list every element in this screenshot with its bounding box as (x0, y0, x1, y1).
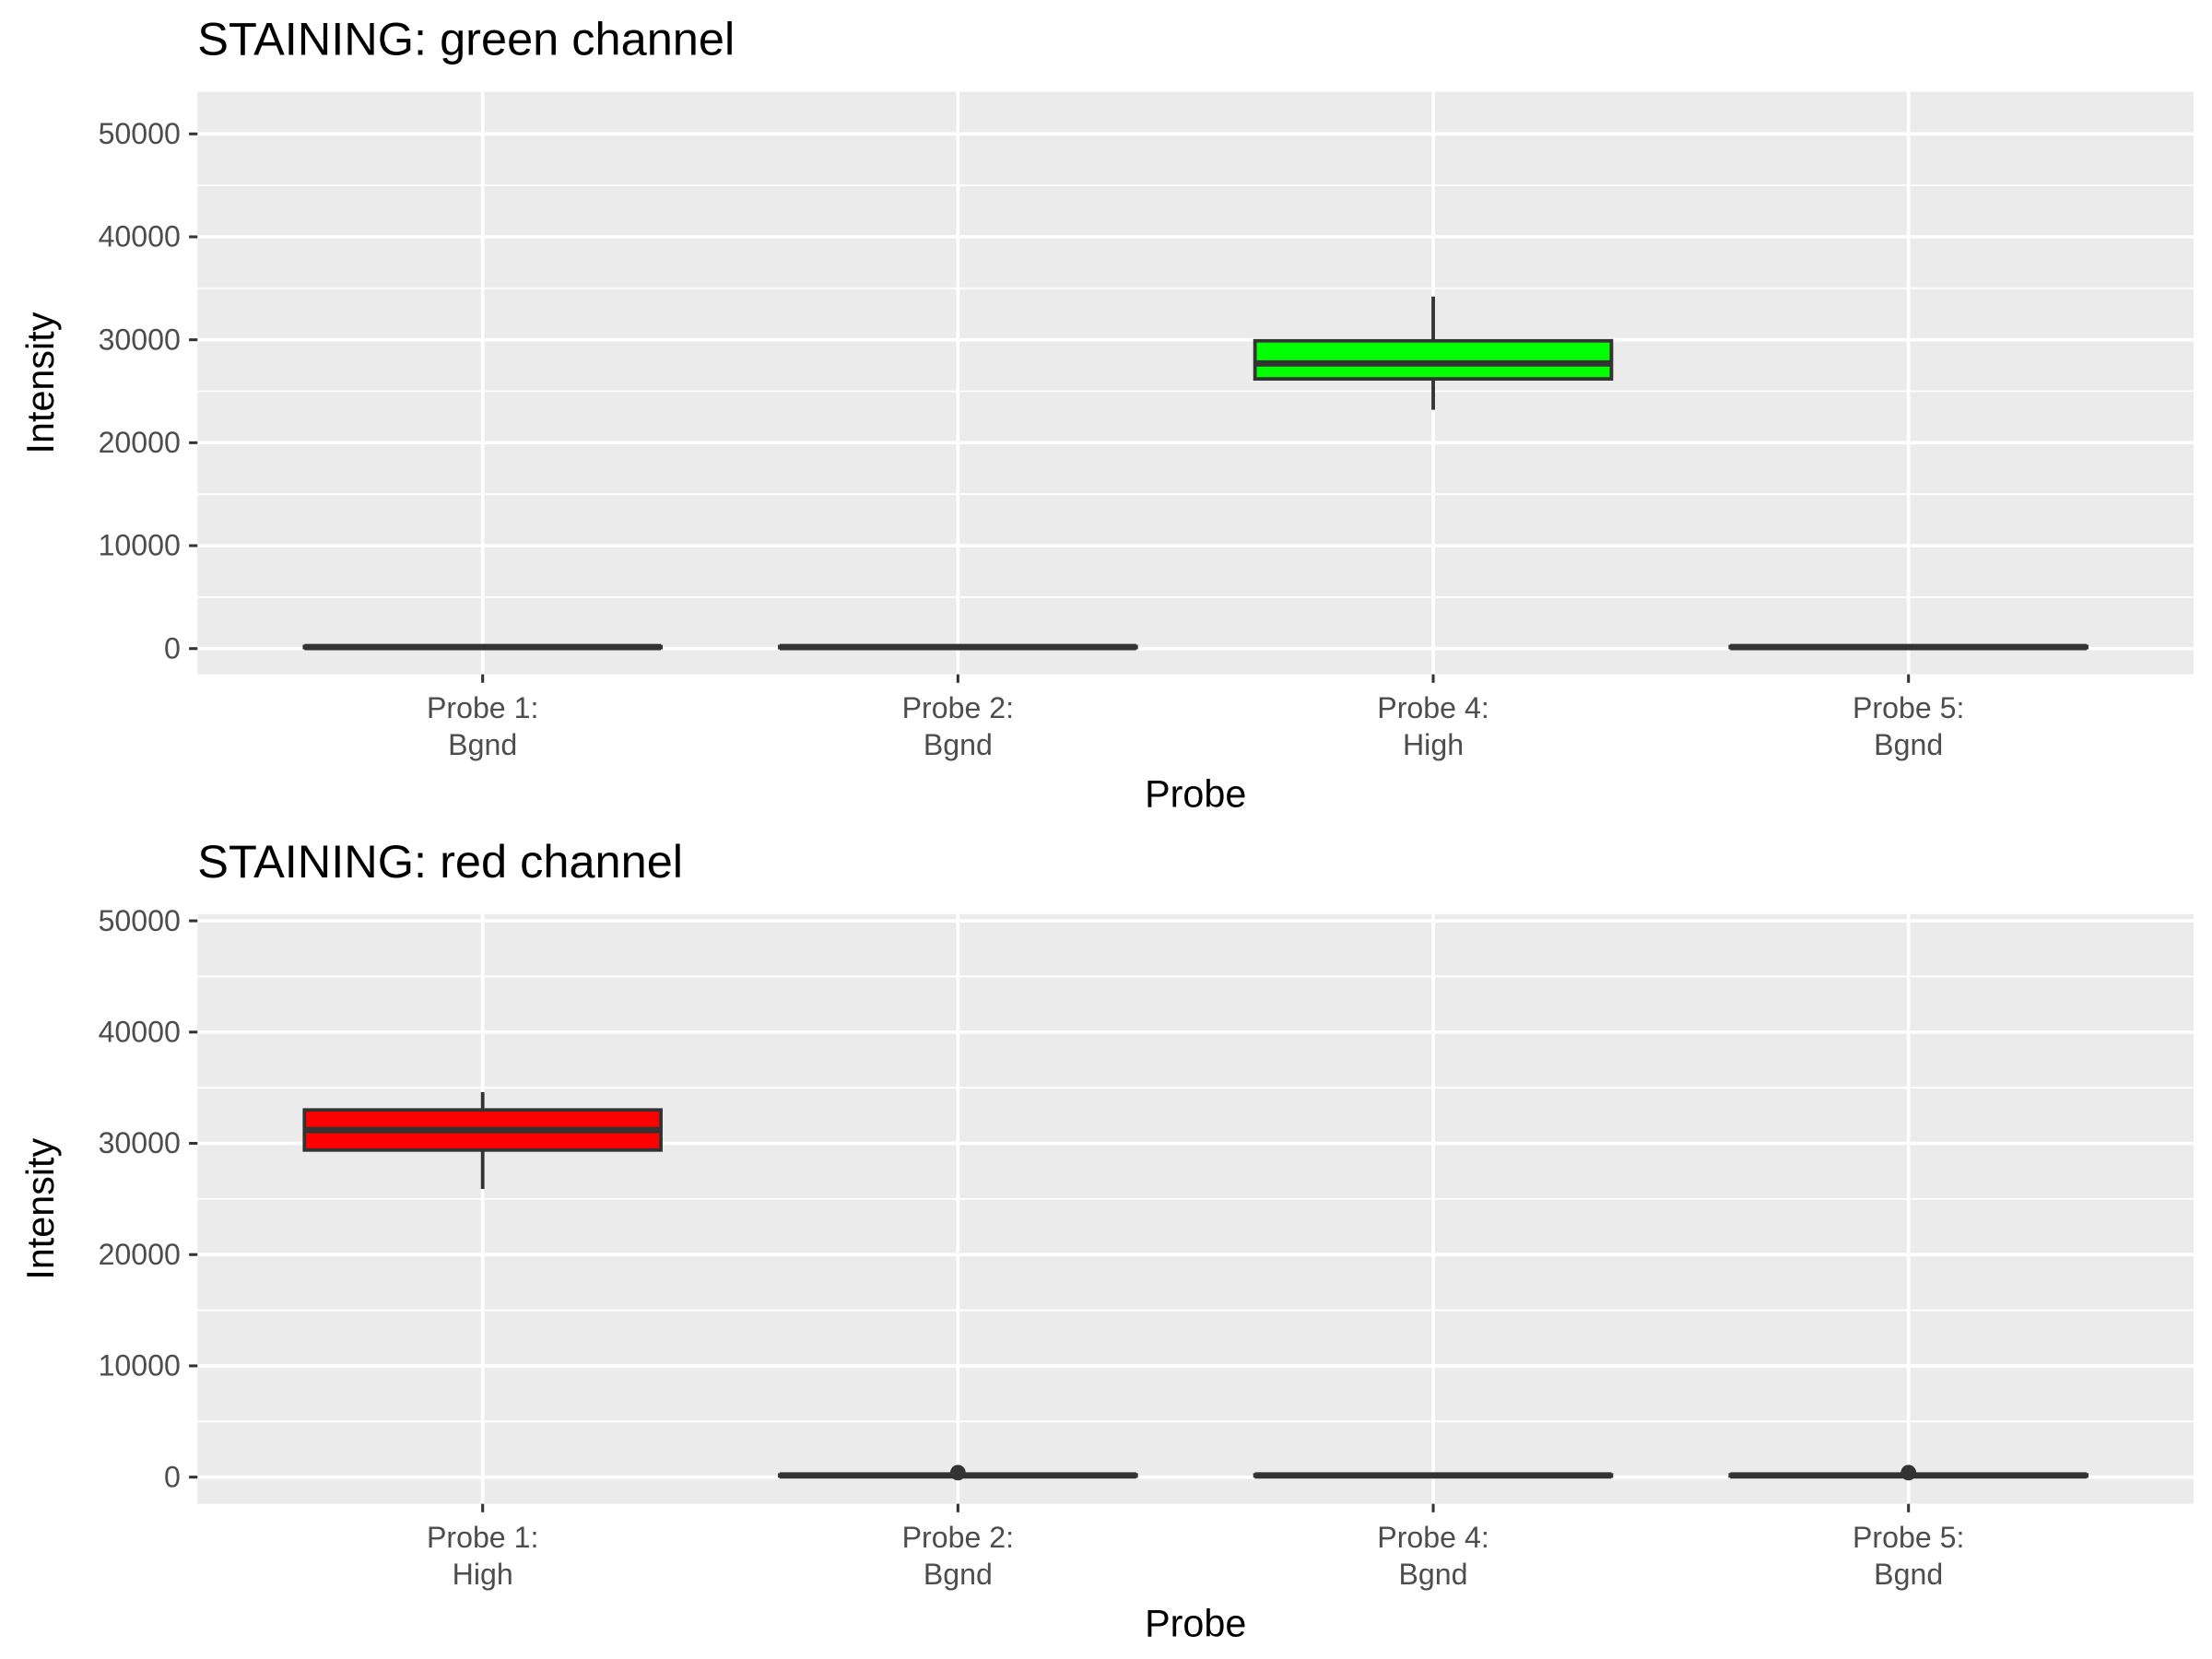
y-tick-label: 0 (164, 1460, 181, 1493)
y-tick-label: 10000 (99, 529, 181, 562)
y-tick-label: 10000 (99, 1349, 181, 1382)
plot-panel (197, 91, 2194, 675)
x-tick-label: Probe 4: High (1377, 691, 1488, 761)
y-tick-label: 0 (164, 631, 181, 665)
outlier (949, 1465, 966, 1481)
x-tick-label: Probe 5: Bgnd (1853, 691, 1964, 761)
y-tick-label: 40000 (99, 1016, 181, 1049)
y-axis-label: Intensity (19, 312, 62, 453)
y-tick-label: 50000 (99, 904, 181, 937)
y-tick-label: 30000 (99, 1126, 181, 1159)
x-tick-label: Probe 4: Bgnd (1377, 1521, 1488, 1591)
y-tick-label: 20000 (99, 1238, 181, 1271)
outlier (1900, 1465, 1917, 1481)
x-axis-label: Probe (1145, 1603, 1246, 1645)
x-tick-label: Probe 1: High (427, 1521, 538, 1591)
x-tick-label: Probe 1: Bgnd (427, 691, 538, 761)
chart-title: STAINING: green channel (197, 13, 735, 65)
y-tick-label: 20000 (99, 426, 181, 459)
y-tick-label: 50000 (99, 117, 181, 150)
box (1253, 338, 1614, 382)
x-tick-label: Probe 5: Bgnd (1853, 1521, 1964, 1591)
y-tick-label: 30000 (99, 323, 181, 356)
y-tick-label: 40000 (99, 220, 181, 253)
plot-panel (197, 913, 2194, 1504)
x-tick-label: Probe 2: Bgnd (902, 1521, 1014, 1591)
y-axis-label: Intensity (19, 1137, 62, 1279)
x-axis-label: Probe (1145, 773, 1246, 816)
x-tick-label: Probe 2: Bgnd (902, 691, 1014, 761)
chart-title: STAINING: red channel (197, 835, 683, 888)
